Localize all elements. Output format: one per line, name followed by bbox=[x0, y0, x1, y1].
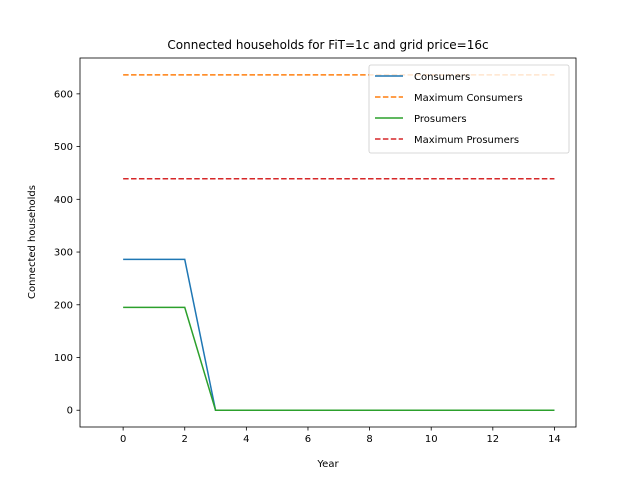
y-tick-label-4: 400 bbox=[54, 195, 73, 206]
y-tick-label-3: 300 bbox=[54, 248, 73, 259]
series-line-0 bbox=[123, 258, 555, 411]
legend-label-1: Maximum Consumers bbox=[414, 93, 523, 104]
x-tick-label-1: 2 bbox=[182, 434, 188, 445]
x-tick-label-3: 6 bbox=[305, 434, 311, 445]
legend-label-0: Consumers bbox=[414, 72, 470, 83]
legend-box bbox=[368, 64, 570, 154]
x-tick-label-6: 12 bbox=[486, 434, 499, 445]
y-axis-label: Connected households bbox=[27, 185, 38, 299]
x-tick-label-2: 4 bbox=[243, 434, 249, 445]
plot-frame bbox=[79, 57, 577, 428]
legend-label-3: Maximum Prosumers bbox=[414, 135, 519, 146]
y-tick-label-2: 200 bbox=[54, 300, 73, 311]
chart-title: Connected households for FiT=1c and grid… bbox=[167, 38, 488, 52]
axes-layer: 0 2 4 6 8 10 12 14 0 100 200 300 400 500 600 bbox=[54, 57, 577, 445]
y-tick-label-6: 600 bbox=[54, 89, 73, 100]
x-tick-label-5: 10 bbox=[425, 434, 438, 445]
x-tick-label-4: 8 bbox=[366, 434, 372, 445]
legend: Consumers Maximum Consumers Prosumers Maxim… bbox=[368, 64, 570, 154]
legend-label-2: Prosumers bbox=[414, 114, 467, 125]
x-tick-label-0: 0 bbox=[120, 434, 126, 445]
y-tick-label-1: 100 bbox=[54, 353, 73, 364]
y-tick-label-0: 0 bbox=[67, 406, 73, 417]
x-axis-label: Year bbox=[316, 459, 339, 470]
x-tick-label-7: 14 bbox=[548, 434, 561, 445]
series-line-2 bbox=[123, 306, 555, 411]
y-tick-label-5: 500 bbox=[54, 142, 73, 153]
